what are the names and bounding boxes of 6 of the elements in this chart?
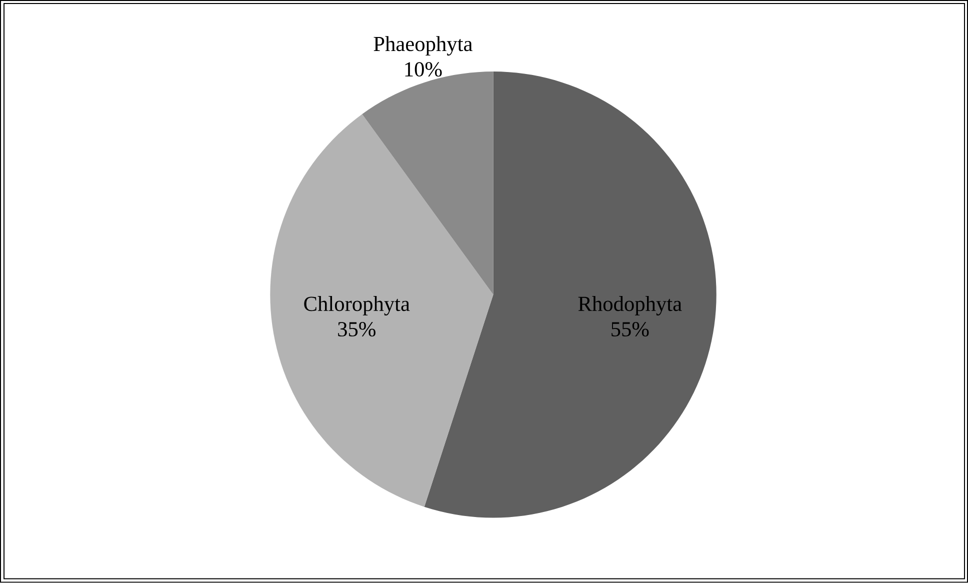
- slice-label: Rhodophyta: [578, 296, 682, 316]
- slice-label: Chlorophyta: [304, 296, 410, 316]
- data-label: 10%: [405, 62, 442, 77]
- slice-label: Phaeophyta: [374, 36, 472, 56]
- data-label: 35%: [338, 322, 376, 337]
- data-label: 55%: [612, 322, 649, 337]
